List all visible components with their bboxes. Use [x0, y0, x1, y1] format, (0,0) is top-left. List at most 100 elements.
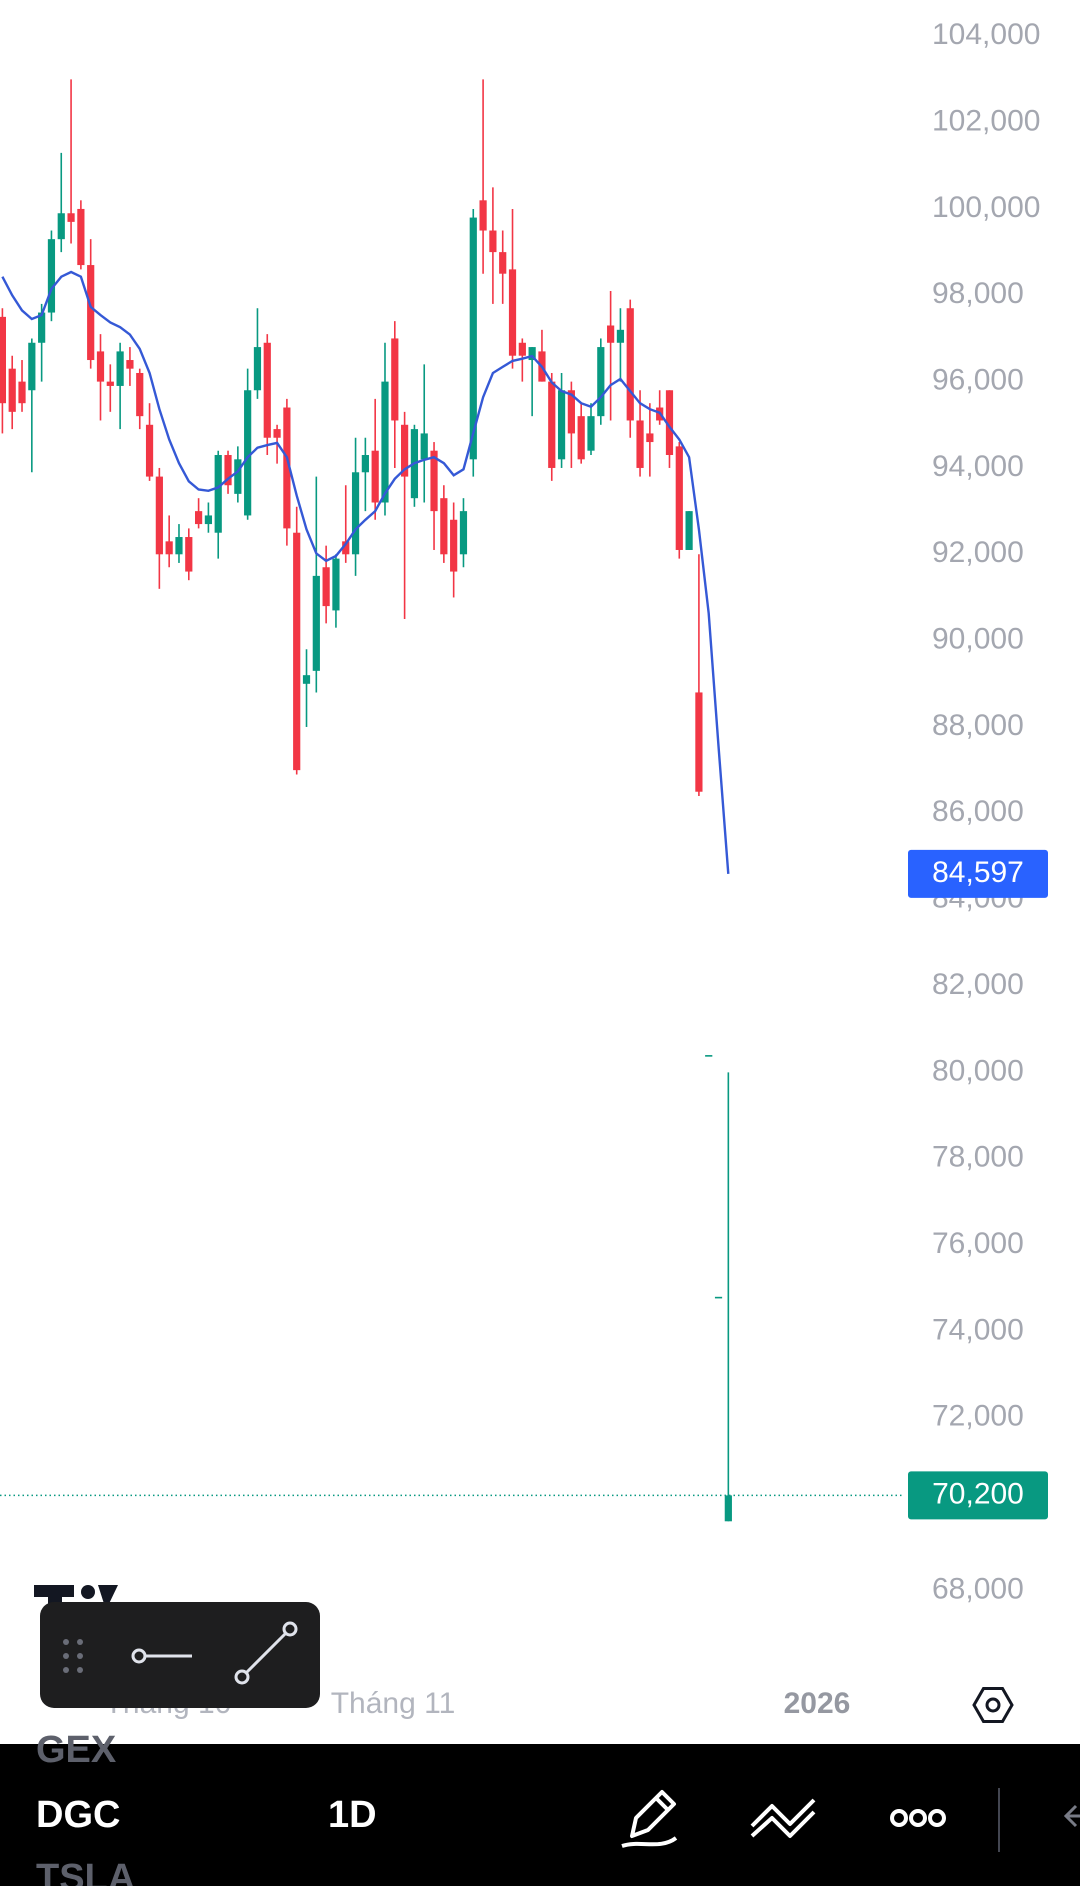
y-tick-label: 86,000	[932, 795, 1024, 828]
y-tick-label: 92,000	[932, 536, 1024, 569]
candle-body	[685, 511, 693, 550]
indicators-button[interactable]	[750, 1798, 816, 1838]
candle-body	[508, 269, 517, 356]
candle-body	[8, 368, 16, 412]
candle-body	[214, 455, 222, 533]
drawing-toolbar	[40, 1602, 320, 1708]
candle-body	[106, 381, 114, 386]
candle-body	[607, 325, 615, 343]
candle-body	[705, 1055, 713, 1057]
candle-body	[401, 424, 409, 477]
draw-button[interactable]	[621, 1790, 678, 1848]
last-price-label: 70,200	[932, 1477, 1024, 1510]
y-tick-label: 68,000	[932, 1572, 1024, 1605]
candle-body	[87, 265, 95, 361]
candle-body	[430, 450, 438, 512]
candle-body	[577, 416, 585, 460]
y-tick-label: 98,000	[932, 277, 1024, 310]
candle-body	[273, 429, 281, 438]
candle-body	[459, 511, 468, 555]
candle-body	[351, 472, 360, 555]
candle-body	[175, 537, 183, 555]
candle-body	[587, 416, 595, 451]
y-tick-label: 94,000	[932, 450, 1024, 483]
candle-body	[557, 390, 566, 460]
y-tick-label: 78,000	[932, 1141, 1024, 1174]
candle-body	[204, 515, 213, 525]
candle-body	[616, 329, 625, 343]
candle-body	[636, 420, 644, 468]
candle-body	[499, 252, 507, 274]
y-tick-label: 72,000	[932, 1400, 1024, 1433]
moving-average-line	[1, 270, 730, 874]
candle-body	[302, 675, 311, 684]
x-axis-label: Tháng 11	[331, 1687, 456, 1720]
candle-body	[381, 381, 389, 503]
more-button[interactable]	[890, 1809, 946, 1827]
candle-body	[371, 450, 379, 503]
candle-body	[293, 532, 301, 771]
candle-body	[391, 338, 399, 421]
candle-body	[450, 519, 458, 572]
candle-body	[67, 213, 75, 222]
candle-body	[283, 407, 291, 529]
candle-body	[126, 360, 134, 369]
candle-body	[28, 342, 36, 391]
bottom-bar: GEX DGC 1D TSLA	[0, 1729, 1080, 1886]
candle-body	[96, 351, 105, 382]
candle-body	[528, 347, 536, 361]
back-button[interactable]	[1063, 1804, 1080, 1828]
candle-body	[548, 381, 556, 468]
plot-area	[0, 79, 902, 1522]
candle-body	[440, 498, 448, 555]
candle-body	[597, 347, 605, 417]
price-axis: 68,00070,00072,00074,00076,00078,00080,0…	[908, 18, 1048, 1605]
candle-body	[263, 342, 271, 438]
ma-value-tag	[908, 849, 1048, 898]
watchlist-symbol[interactable]: TSLA	[36, 1857, 135, 1886]
candle-body	[469, 217, 477, 460]
candle-body	[116, 351, 124, 386]
y-tick-label: 102,000	[932, 105, 1040, 138]
candle-body	[18, 381, 26, 404]
candle-body	[195, 511, 203, 525]
interval-button[interactable]: 1D	[328, 1794, 377, 1836]
candle-body	[332, 558, 340, 611]
y-tick-label: 104,000	[932, 18, 1040, 51]
settings-button[interactable]	[972, 1687, 1014, 1723]
candle-body	[165, 541, 173, 555]
candle-body	[675, 446, 683, 550]
horizontal-ray-tool[interactable]	[131, 1648, 192, 1664]
candle-body	[253, 347, 262, 391]
candle-body	[145, 424, 154, 477]
candle-body	[665, 390, 674, 456]
candle-body	[714, 1296, 723, 1299]
candle-body	[77, 208, 85, 266]
candle-body	[322, 567, 330, 607]
candle-body	[244, 390, 252, 516]
candle-body	[57, 213, 65, 240]
candle-body	[0, 316, 6, 404]
y-tick-label: 96,000	[932, 364, 1024, 397]
candle-body	[47, 239, 56, 313]
ma-value-label: 84,597	[932, 856, 1024, 889]
trend-line-tool[interactable]	[234, 1621, 298, 1685]
candle-body	[518, 342, 526, 356]
y-tick-label: 80,000	[932, 1054, 1024, 1087]
candle-body	[38, 312, 46, 343]
candle-body	[420, 433, 428, 460]
candle-body	[155, 476, 163, 555]
y-tick-label: 74,000	[932, 1313, 1024, 1346]
candle-body	[724, 1495, 732, 1522]
watchlist-symbol[interactable]: GEX	[36, 1729, 117, 1771]
y-tick-label: 88,000	[932, 709, 1024, 742]
y-tick-label: 100,000	[932, 191, 1040, 224]
last-price-tag	[908, 1471, 1048, 1520]
drag-handle[interactable]	[63, 1639, 83, 1673]
symbol-button[interactable]: DGC	[36, 1794, 120, 1836]
candle-body	[361, 455, 369, 473]
candle-body	[224, 455, 232, 486]
x-axis-label: 2026	[784, 1687, 851, 1720]
